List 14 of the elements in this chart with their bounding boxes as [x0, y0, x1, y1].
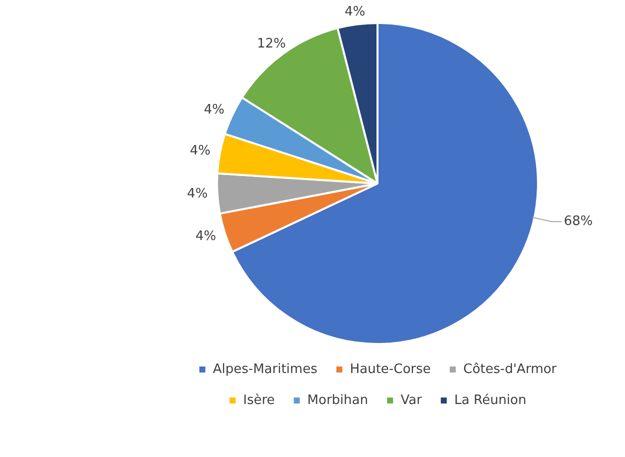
data-label: 4%	[187, 186, 208, 202]
legend-label: Morbihan	[307, 392, 368, 408]
legend-label: Isère	[243, 392, 275, 408]
legend-label: Haute-Corse	[350, 362, 431, 377]
legend-label: Var	[400, 392, 422, 408]
data-label: 4%	[190, 144, 211, 159]
legend-label: Alpes-Maritimes	[212, 362, 318, 377]
data-label: 4%	[344, 4, 366, 20]
data-label: 12%	[256, 36, 286, 52]
data-label: 4%	[196, 229, 216, 244]
legend-label: Côtes-d'Armor	[463, 362, 558, 377]
data-label: 68%	[564, 214, 593, 230]
legend-label: La Réunion	[454, 392, 526, 408]
data-label: 4%	[204, 102, 224, 118]
